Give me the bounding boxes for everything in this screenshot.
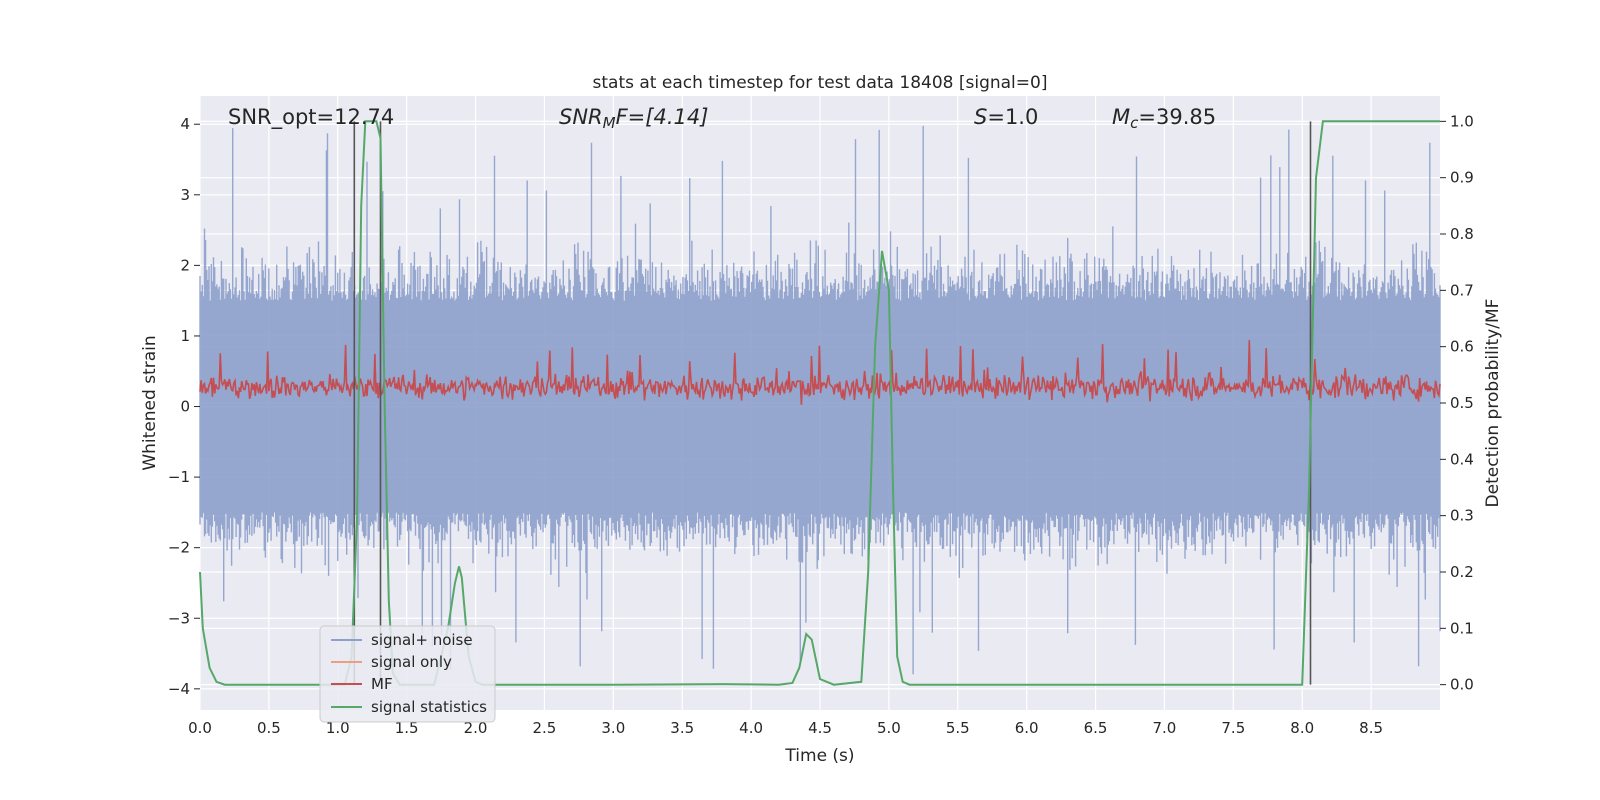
mf-line <box>199 340 1441 405</box>
legend-box <box>319 625 496 723</box>
s-rest: =1.0 <box>987 105 1038 129</box>
y-axis-right: 1.0 0.9 0.8 0.7 0.6 0.5 0.4 0.3 0.2 0.1 0.0 <box>1440 112 1474 694</box>
noise-line <box>199 125 1441 675</box>
snr-mf-symbol: SNR <box>559 105 603 129</box>
x-tick-label: 4.5 <box>808 719 832 737</box>
x-tick-label: 5.0 <box>877 719 901 737</box>
y-tick-label: 1 <box>180 327 190 345</box>
y-tick-label: 3 <box>180 186 190 204</box>
y2-tick-label: 0.3 <box>1450 507 1474 525</box>
y2-tick-label: 0.6 <box>1450 338 1474 356</box>
x-tick-label: 2.0 <box>464 719 488 737</box>
x-tick-label: 2.5 <box>533 719 557 737</box>
y-axis-left: 4 3 2 1 0 −1 −2 −3 −4 <box>168 115 200 698</box>
x-tick-label: 8.5 <box>1359 719 1383 737</box>
y-tick-label: 0 <box>180 398 190 416</box>
y-tick-label: −4 <box>168 680 190 698</box>
x-tick-label: 3.0 <box>601 719 625 737</box>
y2-tick-label: 0.9 <box>1450 169 1474 187</box>
s-symbol: S <box>974 105 987 129</box>
legend-label-signal-only: signal only <box>371 653 452 671</box>
x-tick-label: 0.5 <box>257 719 281 737</box>
x-tick-label: 7.5 <box>1221 719 1245 737</box>
x-tick-label: 3.5 <box>670 719 694 737</box>
y2-tick-label: 0.1 <box>1450 619 1474 637</box>
mf-series <box>199 340 1441 405</box>
y-axis-label: Whitened strain <box>140 335 160 470</box>
x-tick-label: 6.5 <box>1084 719 1108 737</box>
legend-label-noise: signal+ noise <box>371 631 473 649</box>
legend-label-stats: signal statistics <box>371 698 487 716</box>
y-tick-label: −2 <box>168 539 190 557</box>
annotation-s: S=1.0 <box>974 105 1038 129</box>
x-tick-label: 1.5 <box>395 719 419 737</box>
y2-axis-label: Detection probability/MF <box>1483 299 1503 508</box>
y2-tick-label: 0.2 <box>1450 563 1474 581</box>
annotation-snr-mf: SNRMF=[4.14] <box>559 105 708 132</box>
mc-rest: =39.85 <box>1138 105 1216 129</box>
mc-subscript: c <box>1130 114 1139 132</box>
y2-tick-label: 0.4 <box>1450 450 1474 468</box>
x-tick-label: 1.0 <box>326 719 350 737</box>
x-axis: 0.0 0.5 1.0 1.5 2.0 2.5 3.0 3.5 4.0 4.5 5.0 5.5 6.0 6… <box>188 719 1383 737</box>
y-tick-label: 2 <box>180 256 190 274</box>
legend: signal+ noise signal only MF signal stat… <box>319 625 496 723</box>
y2-tick-label: 0.8 <box>1450 225 1474 243</box>
annotation-mc: Mc=39.85 <box>1112 105 1216 132</box>
y-tick-label: −1 <box>168 468 190 486</box>
legend-label-mf: MF <box>371 675 393 693</box>
annotation-snr-opt: SNR_opt=12.74 <box>228 105 394 130</box>
mc-symbol: M <box>1112 105 1130 129</box>
x-tick-label: 6.0 <box>1015 719 1039 737</box>
snr-mf-subscript: M <box>603 114 616 132</box>
y2-tick-label: 0.0 <box>1450 676 1474 694</box>
x-tick-label: 4.0 <box>739 719 763 737</box>
y2-tick-label: 0.7 <box>1450 281 1474 299</box>
y2-tick-label: 0.5 <box>1450 394 1474 412</box>
x-tick-label: 0.0 <box>188 719 212 737</box>
noise-series <box>199 125 1441 675</box>
x-tick-label: 5.5 <box>946 719 970 737</box>
x-tick-label: 7.0 <box>1153 719 1177 737</box>
y-tick-label: 4 <box>180 115 190 133</box>
x-axis-label: Time (s) <box>784 746 854 766</box>
y-tick-label: −3 <box>168 609 190 627</box>
snr-mf-rest: F=[4.14] <box>616 105 709 129</box>
y2-tick-label: 1.0 <box>1450 112 1474 130</box>
chart-title: stats at each timestep for test data 184… <box>593 73 1048 93</box>
x-tick-label: 8.0 <box>1290 719 1314 737</box>
